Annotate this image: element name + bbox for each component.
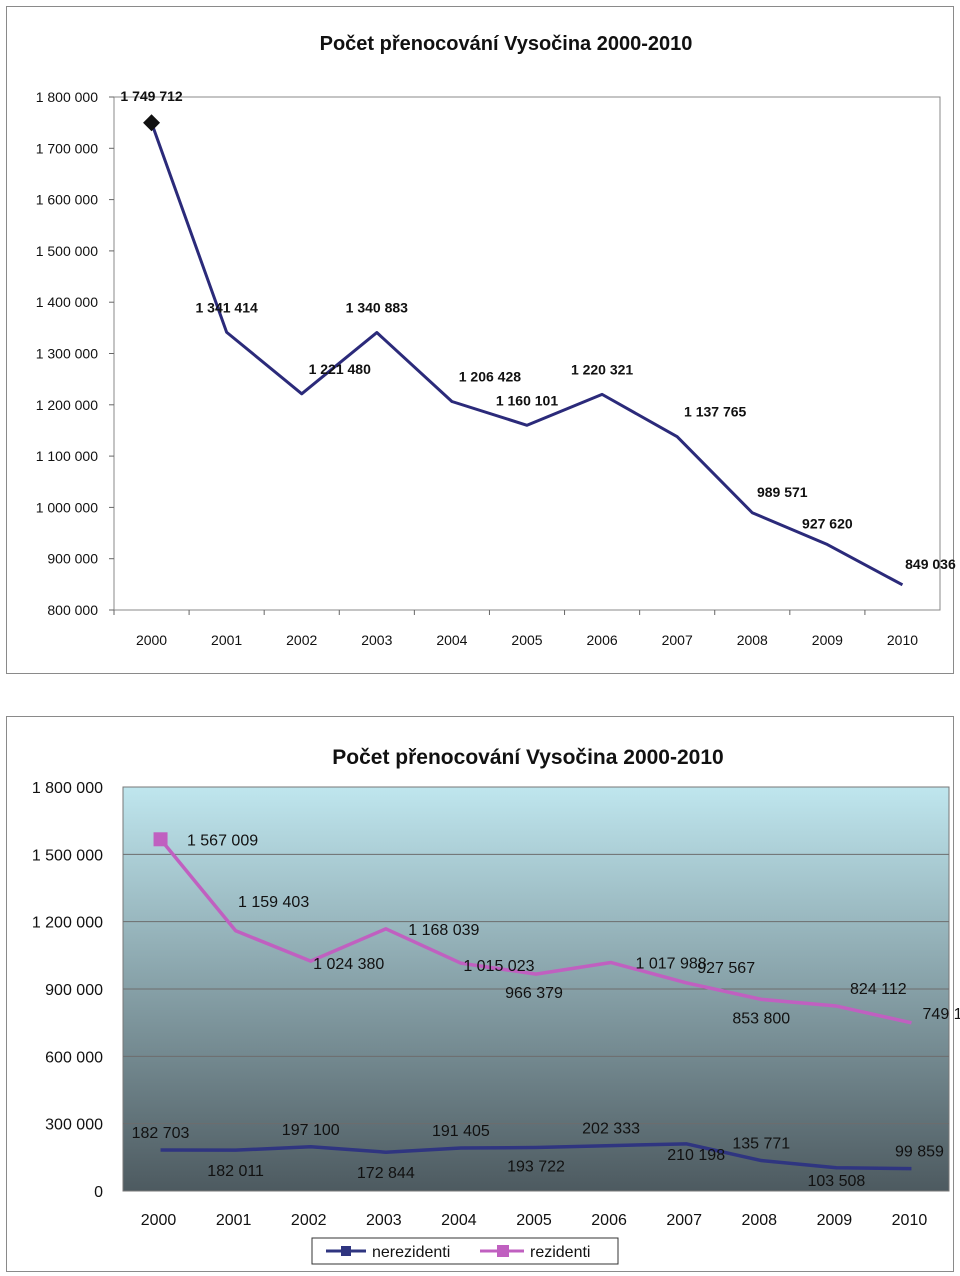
data-label-nerezidenti: 135 771	[732, 1136, 790, 1153]
x-tick-label: 2006	[587, 632, 618, 648]
x-tick-label: 2008	[737, 632, 768, 648]
data-label-rezidenti: 853 800	[732, 1010, 790, 1027]
x-tick-label: 2006	[591, 1212, 627, 1229]
x-tick-label: 2000	[136, 632, 167, 648]
data-label-nerezidenti: 197 100	[282, 1122, 340, 1139]
data-label-rezidenti: 1 159 403	[238, 894, 309, 911]
x-tick-label: 2001	[216, 1212, 252, 1229]
series-marker	[143, 114, 161, 132]
x-tick-label: 2005	[511, 632, 542, 648]
chart-panel-total	[6, 6, 954, 674]
data-label-rezidenti: 1 015 023	[463, 958, 534, 975]
x-tick-label: 2010	[892, 1212, 928, 1229]
legend-marker-rezidenti	[497, 1245, 509, 1257]
data-label-rezidenti: 1 024 380	[313, 956, 384, 973]
data-label: 989 571	[757, 484, 808, 500]
y-tick-label: 1 400 000	[36, 294, 98, 310]
x-tick-label: 2002	[291, 1212, 327, 1229]
series-marker-rezidenti	[153, 832, 168, 847]
data-label-rezidenti: 1 168 039	[408, 922, 479, 939]
y-tick-label: 1 100 000	[36, 448, 98, 464]
data-label-nerezidenti: 193 722	[507, 1159, 565, 1176]
y-tick-label: 800 000	[47, 602, 98, 618]
series-line	[150, 122, 904, 587]
legend: nerezidenti rezidenti	[311, 1237, 619, 1265]
data-label-rezidenti: 1 567 009	[187, 832, 258, 849]
y-tick-label: 1 300 000	[36, 346, 98, 362]
data-label: 1 221 480	[309, 361, 371, 377]
x-tick-label: 2003	[366, 1212, 402, 1229]
y-tick-label: 1 700 000	[36, 140, 98, 156]
y-tick-label: 600 000	[45, 1049, 103, 1066]
y-tick-label: 1 600 000	[36, 192, 98, 208]
y-tick-label: 1 800 000	[36, 89, 98, 105]
data-label: 1 340 883	[346, 300, 408, 316]
series-line-rezidenti	[159, 838, 912, 1025]
data-label-nerezidenti: 191 405	[432, 1123, 490, 1140]
y-tick-label: 0	[94, 1184, 103, 1201]
data-label-rezidenti: 749 177	[923, 1006, 960, 1023]
data-label: 1 341 414	[195, 299, 257, 315]
data-label: 1 206 428	[459, 369, 521, 385]
series-line-nerezidenti	[160, 1142, 912, 1171]
x-tick-label: 2002	[286, 632, 317, 648]
y-tick-label: 300 000	[45, 1117, 103, 1134]
data-label-nerezidenti: 210 198	[667, 1147, 725, 1164]
legend-label-nerezidenti: nerezidenti	[372, 1244, 450, 1261]
data-label: 1 749 712	[120, 88, 182, 104]
y-tick-label: 900 000	[45, 982, 103, 999]
x-tick-label: 2003	[361, 632, 392, 648]
y-tick-label: 1 200 000	[36, 397, 98, 413]
data-label: 849 036	[905, 556, 956, 572]
x-tick-label: 2009	[812, 632, 843, 648]
y-tick-label: 1 500 000	[32, 847, 103, 864]
y-tick-label: 1 000 000	[36, 499, 98, 515]
chart-title: Počet přenocování Vysočina 2000-2010	[332, 746, 723, 769]
data-label: 1 137 765	[684, 404, 746, 420]
data-label-nerezidenti: 103 508	[807, 1173, 865, 1190]
chart-total-svg: Počet přenocování Vysočina 2000-2010 800…	[36, 33, 956, 648]
y-tick-label: 900 000	[47, 551, 98, 567]
data-label-rezidenti: 927 567	[697, 960, 755, 977]
x-tick-label: 2004	[441, 1212, 477, 1229]
x-tick-label: 2009	[817, 1212, 853, 1229]
x-tick-label: 2004	[436, 632, 467, 648]
data-label: 927 620	[802, 516, 853, 532]
data-label-nerezidenti: 182 703	[132, 1125, 190, 1142]
x-tick-label: 2008	[741, 1212, 777, 1229]
data-label-rezidenti: 824 112	[850, 981, 907, 998]
x-tick-label: 2007	[662, 632, 693, 648]
x-tick-label: 2010	[887, 632, 918, 648]
y-tick-label: 1 200 000	[32, 915, 103, 932]
x-tick-label: 2001	[211, 632, 242, 648]
data-label: 1 220 321	[571, 361, 633, 377]
legend-label-rezidenti: rezidenti	[530, 1244, 590, 1261]
data-label-nerezidenti: 182 011	[207, 1163, 264, 1180]
data-label-nerezidenti: 99 859	[895, 1144, 944, 1161]
data-label-nerezidenti: 202 333	[582, 1121, 640, 1138]
x-tick-label: 2007	[666, 1212, 702, 1229]
chart-title: Počet přenocování Vysočina 2000-2010	[320, 33, 693, 55]
x-tick-label: 2005	[516, 1212, 552, 1229]
legend-marker-nerezidenti	[341, 1246, 351, 1256]
data-label-rezidenti: 966 379	[505, 985, 563, 1002]
data-label-nerezidenti: 172 844	[357, 1165, 415, 1182]
data-label: 1 160 101	[496, 392, 558, 408]
data-label-rezidenti: 1 017 988	[635, 956, 706, 973]
y-tick-label: 1 800 000	[32, 780, 103, 797]
y-tick-label: 1 500 000	[36, 243, 98, 259]
x-tick-label: 2000	[141, 1212, 177, 1229]
